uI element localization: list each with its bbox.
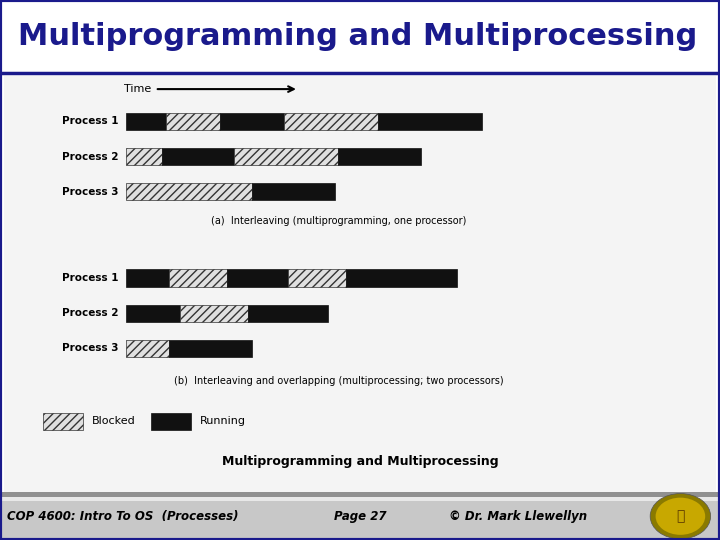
FancyBboxPatch shape: [0, 492, 720, 540]
Bar: [126, 269, 169, 287]
Bar: [227, 269, 288, 287]
FancyBboxPatch shape: [0, 0, 720, 73]
Bar: [151, 413, 191, 430]
Text: Process 2: Process 2: [63, 308, 119, 318]
Bar: [162, 148, 234, 165]
Bar: [43, 413, 83, 430]
Bar: [126, 113, 166, 130]
Text: Process 1: Process 1: [63, 117, 119, 126]
Text: Process 1: Process 1: [63, 273, 119, 283]
Bar: [220, 113, 284, 130]
Circle shape: [656, 498, 705, 535]
Bar: [126, 305, 180, 322]
Bar: [284, 113, 378, 130]
Bar: [248, 305, 328, 322]
Bar: [338, 148, 421, 165]
Bar: [126, 340, 169, 357]
Bar: [169, 269, 227, 287]
Text: Multiprogramming and Multiprocessing: Multiprogramming and Multiprocessing: [222, 455, 498, 468]
Bar: [169, 340, 252, 357]
Bar: [288, 269, 346, 287]
Text: Time: Time: [124, 84, 151, 94]
Bar: [252, 183, 335, 200]
Text: (a)  Interleaving (multiprogramming, one processor): (a) Interleaving (multiprogramming, one …: [211, 217, 466, 226]
FancyBboxPatch shape: [4, 76, 716, 492]
Circle shape: [650, 494, 711, 539]
FancyBboxPatch shape: [0, 492, 720, 497]
Text: Running: Running: [199, 416, 246, 426]
Text: Process 2: Process 2: [63, 152, 119, 161]
Text: Process 3: Process 3: [63, 343, 119, 353]
Text: © Dr. Mark Llewellyn: © Dr. Mark Llewellyn: [449, 510, 588, 523]
Bar: [126, 148, 162, 165]
FancyBboxPatch shape: [0, 497, 720, 501]
Bar: [166, 113, 220, 130]
Text: (b)  Interleaving and overlapping (multiprocessing; two processors): (b) Interleaving and overlapping (multip…: [174, 376, 503, 386]
Bar: [180, 305, 248, 322]
Text: COP 4600: Intro To OS  (Processes): COP 4600: Intro To OS (Processes): [6, 510, 238, 523]
Bar: [346, 269, 457, 287]
Text: Multiprogramming and Multiprocessing: Multiprogramming and Multiprocessing: [18, 22, 697, 51]
Text: Blocked: Blocked: [91, 416, 135, 426]
Bar: [126, 183, 252, 200]
Bar: [234, 148, 338, 165]
Text: Process 3: Process 3: [63, 187, 119, 197]
Text: Page 27: Page 27: [334, 510, 386, 523]
Text: 𝄞: 𝄞: [676, 509, 685, 523]
Bar: [378, 113, 482, 130]
